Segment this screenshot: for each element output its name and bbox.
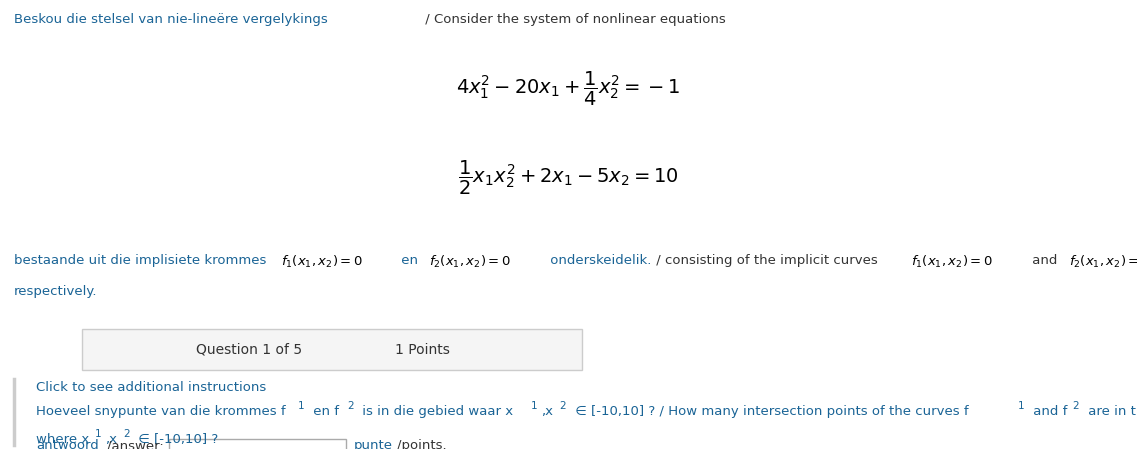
Text: 1: 1	[94, 429, 101, 439]
Text: is in die gebied waar x: is in die gebied waar x	[358, 405, 513, 418]
Text: and: and	[1028, 254, 1062, 267]
Text: bestaande uit die implisiete krommes: bestaande uit die implisiete krommes	[14, 254, 271, 267]
Text: en: en	[397, 254, 422, 267]
Text: ,x: ,x	[541, 405, 554, 418]
Text: respectively.: respectively.	[14, 285, 97, 298]
Text: / consisting of the implicit curves: / consisting of the implicit curves	[652, 254, 881, 267]
Text: 1: 1	[1018, 401, 1024, 411]
Text: / Consider the system of nonlinear equations: / Consider the system of nonlinear equat…	[421, 13, 725, 26]
Text: /points.: /points.	[397, 439, 447, 449]
Text: ∈ [-10,10] ?: ∈ [-10,10] ?	[134, 433, 218, 446]
Text: where x: where x	[36, 433, 90, 446]
FancyBboxPatch shape	[169, 439, 346, 449]
Text: punte: punte	[354, 439, 392, 449]
Text: $\dfrac{1}{2}x_1 x_2^2 + 2x_1 - 5x_2 = 10$: $\dfrac{1}{2}x_1 x_2^2 + 2x_1 - 5x_2 = 1…	[458, 159, 679, 198]
Text: are in the region: are in the region	[1084, 405, 1137, 418]
Text: en f: en f	[309, 405, 339, 418]
Text: Click to see additional instructions: Click to see additional instructions	[36, 381, 267, 394]
Text: Beskou die stelsel van nie-lineëre vergelykings: Beskou die stelsel van nie-lineëre verge…	[14, 13, 327, 26]
Text: 1: 1	[298, 401, 305, 411]
Text: $4x_1^2 - 20x_1 + \dfrac{1}{4}x_2^2 = -1$: $4x_1^2 - 20x_1 + \dfrac{1}{4}x_2^2 = -1…	[456, 70, 681, 108]
Text: $f_1(x_1, x_2) = 0$: $f_1(x_1, x_2) = 0$	[281, 254, 363, 270]
Text: 2: 2	[347, 401, 354, 411]
Text: $f_1(x_1, x_2) = 0$: $f_1(x_1, x_2) = 0$	[911, 254, 993, 270]
Text: Hoeveel snypunte van die krommes f: Hoeveel snypunte van die krommes f	[36, 405, 287, 418]
Text: 1: 1	[531, 401, 538, 411]
FancyBboxPatch shape	[82, 329, 582, 370]
Text: ∈ [-10,10] ? / How many intersection points of the curves f: ∈ [-10,10] ? / How many intersection poi…	[571, 405, 969, 418]
Text: $f_2(x_1, x_2) = 0$: $f_2(x_1, x_2) = 0$	[1069, 254, 1137, 270]
Text: onderskeidelik.: onderskeidelik.	[546, 254, 652, 267]
Text: ,x: ,x	[105, 433, 117, 446]
Text: antwoord: antwoord	[36, 439, 99, 449]
Text: 2: 2	[123, 429, 130, 439]
Text: 1 Points: 1 Points	[395, 343, 449, 357]
Text: 2: 2	[1072, 401, 1079, 411]
Text: and f: and f	[1029, 405, 1068, 418]
Text: Question 1 of 5: Question 1 of 5	[196, 343, 301, 357]
Text: /answer:: /answer:	[107, 439, 168, 449]
Text: 2: 2	[559, 401, 566, 411]
Text: $f_2(x_1, x_2) = 0$: $f_2(x_1, x_2) = 0$	[429, 254, 511, 270]
